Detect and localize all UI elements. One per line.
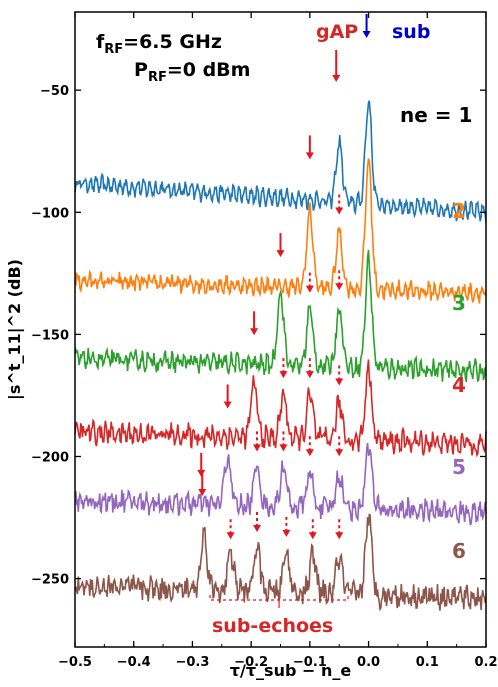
- x-tick-label: −0.1: [293, 655, 327, 670]
- echo-arrow: [335, 365, 344, 386]
- echo-arrow: [253, 511, 262, 532]
- onset-arrow: [305, 135, 314, 160]
- x-tick-label: −0.3: [175, 655, 209, 670]
- echo-arrow: [226, 519, 235, 540]
- sub-echoes-label: sub-echoes: [212, 615, 333, 637]
- onset-arrow: [276, 233, 285, 258]
- series-labels: ne = 1 2 3 4 5 6: [400, 103, 472, 563]
- echo-arrow: [335, 194, 344, 215]
- onset-arrow: [197, 452, 206, 477]
- series-label-4: 4: [452, 373, 466, 397]
- series-line-2: [74, 158, 487, 304]
- x-tick-label: −0.4: [117, 655, 151, 670]
- y-tick-label: −150: [31, 328, 69, 343]
- y-tick-label: −200: [31, 451, 69, 466]
- echo-arrow: [282, 516, 291, 537]
- echo-arrow: [335, 519, 344, 540]
- x-tick-label: 0.1: [416, 655, 439, 670]
- annotations: fRF=6.5 GHz PRF=0 dBm gAP sub sub-echoes: [96, 21, 430, 637]
- series-label-3: 3: [452, 291, 466, 315]
- echo-arrow: [308, 519, 317, 540]
- sub-arrow: [362, 14, 371, 38]
- onset-arrow: [198, 474, 207, 496]
- y-tick-label: −250: [31, 573, 69, 588]
- plot-area: [74, 100, 487, 612]
- y-tick-label: −100: [31, 206, 69, 221]
- sub-label: sub: [392, 21, 430, 43]
- axes: −0.5 −0.4 −0.3 −0.2 −0.1 0.0 0.1 0.2 −50 −100 −150…: [5, 11, 498, 680]
- onset-arrow: [250, 311, 259, 336]
- series-line-4: [74, 359, 487, 458]
- series-label-1: ne = 1: [400, 103, 472, 127]
- echo-arrow: [305, 358, 314, 379]
- series-line-6: [74, 513, 487, 612]
- prf-annotation: PRF=0 dBm: [134, 59, 250, 85]
- x-tick-label: 0.0: [357, 655, 380, 670]
- y-axis-label: |s^t_11|^2 (dB): [5, 259, 25, 400]
- series-line-1: [74, 100, 487, 223]
- series-line-5: [74, 442, 487, 526]
- series-label-6: 6: [452, 539, 466, 563]
- echo-arrow: [335, 436, 344, 457]
- x-tick-label: −0.5: [58, 655, 92, 670]
- echo-arrow: [305, 436, 314, 457]
- echo-arrow: [279, 358, 288, 379]
- y-tick-label: −50: [40, 84, 69, 99]
- gap-label: gAP: [316, 21, 358, 43]
- arrows: [197, 14, 371, 608]
- x-tick-label: 0.2: [474, 655, 497, 670]
- series-label-5: 5: [452, 455, 466, 479]
- echo-arrow: [253, 431, 262, 452]
- echo-arrow: [305, 272, 314, 293]
- echo-arrow: [335, 270, 344, 291]
- series-label-2: 2: [452, 199, 466, 223]
- frf-annotation: fRF=6.5 GHz: [96, 31, 222, 57]
- echo-arrow: [279, 431, 288, 452]
- x-tick-label: −0.2: [234, 655, 268, 670]
- x-axis-label: τ/τ_sub − n_e: [230, 661, 352, 680]
- series-line-3: [74, 249, 487, 383]
- onset-arrow: [223, 384, 232, 409]
- gap-arrow: [332, 50, 341, 82]
